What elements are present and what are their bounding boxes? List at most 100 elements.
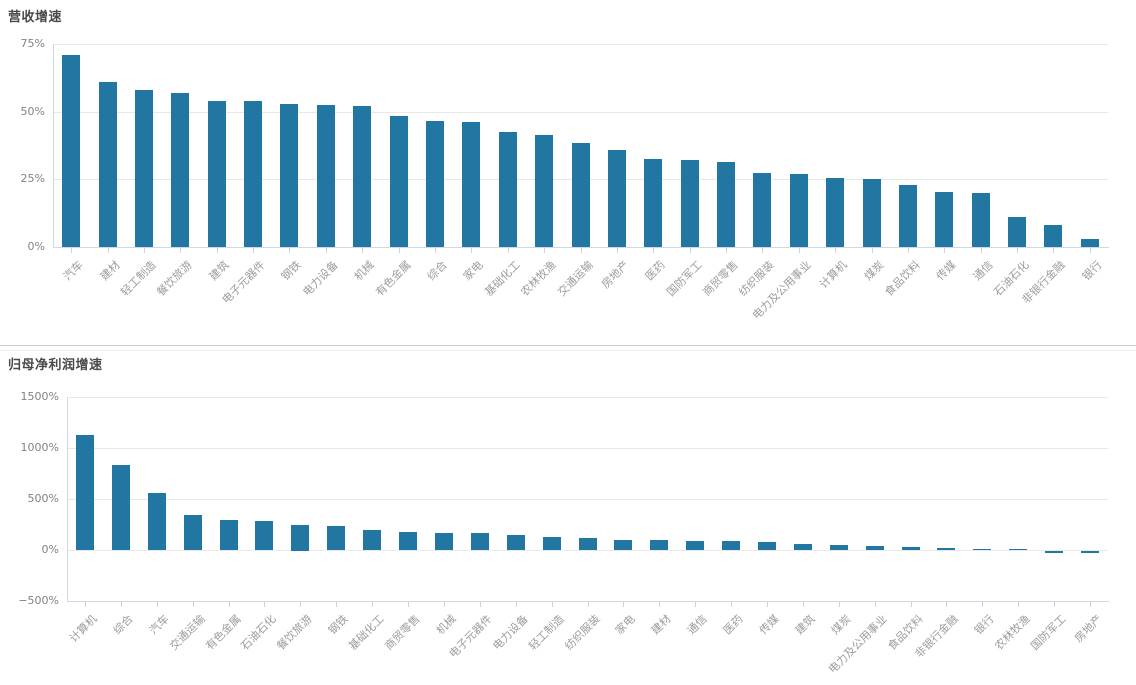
bar[interactable] — [863, 179, 881, 247]
bar[interactable] — [535, 135, 553, 247]
bar[interactable] — [317, 105, 335, 247]
bar[interactable] — [327, 526, 345, 550]
bar[interactable] — [614, 540, 632, 550]
section-divider — [0, 345, 1136, 346]
category-label: 房地产 — [598, 258, 632, 291]
bar[interactable] — [794, 544, 812, 550]
bar[interactable] — [866, 546, 884, 550]
x-axis-tick — [552, 602, 553, 607]
x-axis-tick — [253, 248, 254, 253]
bar[interactable] — [171, 93, 189, 247]
bar[interactable] — [758, 542, 776, 550]
bar[interactable] — [1008, 217, 1026, 247]
bar[interactable] — [790, 174, 808, 247]
bar[interactable] — [579, 538, 597, 550]
bar[interactable] — [462, 122, 480, 247]
bar[interactable] — [543, 537, 561, 550]
bar[interactable] — [148, 493, 166, 550]
bar[interactable] — [935, 192, 953, 247]
category-label: 银行 — [1079, 258, 1105, 284]
bar[interactable] — [608, 150, 626, 247]
x-axis-tick — [872, 248, 873, 253]
bar[interactable] — [76, 435, 94, 550]
bar[interactable] — [644, 159, 662, 247]
x-axis-tick — [157, 602, 158, 607]
bar[interactable] — [722, 541, 740, 550]
bar[interactable] — [280, 104, 298, 247]
category-label: 有色金属 — [372, 258, 414, 299]
x-axis-line — [53, 247, 1109, 248]
bar[interactable] — [390, 116, 408, 247]
y-axis-tick-label: 500% — [27, 492, 59, 505]
bar[interactable] — [973, 549, 991, 550]
category-label: 石油石化 — [238, 612, 280, 653]
bar[interactable] — [135, 90, 153, 247]
x-axis-tick — [908, 248, 909, 253]
x-axis-tick — [300, 602, 301, 607]
x-axis-tick — [982, 602, 983, 607]
bar[interactable] — [681, 160, 699, 247]
bar[interactable] — [972, 193, 990, 247]
x-axis-tick — [444, 602, 445, 607]
bar[interactable] — [499, 132, 517, 247]
bar[interactable] — [902, 547, 920, 550]
bar[interactable] — [244, 101, 262, 247]
category-label: 交通运输 — [554, 258, 596, 299]
bar[interactable] — [291, 525, 309, 551]
bar[interactable] — [399, 532, 417, 550]
bar[interactable] — [1044, 225, 1062, 247]
bar[interactable] — [220, 520, 238, 550]
y-axis-tick-label: 0% — [41, 543, 59, 556]
bar[interactable] — [826, 178, 844, 247]
net-profit-growth-chart: 归母净利润增速 −500% 0% 500% 1000% 1500% 计算机 综合 汽车 交通运输… — [0, 345, 1136, 685]
bar[interactable] — [426, 121, 444, 247]
category-label: 商贸零售 — [382, 612, 423, 653]
bar[interactable] — [208, 101, 226, 247]
bar[interactable] — [62, 55, 80, 247]
x-axis-tick — [508, 248, 509, 253]
x-axis-tick — [981, 248, 982, 253]
bar[interactable] — [717, 162, 735, 247]
category-label: 基础化工 — [482, 258, 523, 299]
category-label: 商贸零售 — [700, 258, 741, 299]
bar[interactable] — [830, 545, 848, 550]
x-axis-tick — [690, 248, 691, 253]
x-axis-tick — [588, 602, 589, 607]
bar[interactable] — [1045, 551, 1063, 553]
bar[interactable] — [1081, 551, 1099, 553]
bar[interactable] — [353, 106, 371, 247]
bar[interactable] — [471, 533, 489, 550]
bar[interactable] — [363, 530, 381, 550]
x-axis-tick — [726, 248, 727, 253]
bar[interactable] — [99, 82, 117, 247]
category-label: 医药 — [720, 612, 746, 638]
bar[interactable] — [507, 535, 525, 550]
category-label: 轻工制造 — [118, 258, 159, 299]
x-axis-tick — [803, 602, 804, 607]
category-label: 机械 — [433, 612, 459, 638]
bar[interactable] — [184, 515, 202, 550]
y-axis-tick-label: 25% — [20, 172, 45, 185]
bar[interactable] — [572, 143, 590, 247]
bar[interactable] — [1009, 549, 1027, 550]
category-label: 交通运输 — [166, 612, 208, 653]
category-label: 通信 — [685, 612, 710, 638]
y-axis-tick-label: 1000% — [20, 441, 59, 454]
category-label: 建材 — [649, 612, 674, 638]
bar[interactable] — [899, 185, 917, 247]
bar[interactable] — [650, 540, 668, 550]
bar[interactable] — [255, 521, 273, 550]
bar[interactable] — [753, 173, 771, 247]
category-label: 餐饮旅游 — [274, 612, 315, 653]
category-label: 农林牧渔 — [992, 612, 1033, 653]
bar[interactable] — [937, 548, 955, 550]
category-label: 建筑 — [206, 258, 232, 284]
category-label: 国防军工 — [1028, 612, 1069, 653]
bar[interactable] — [1081, 239, 1099, 247]
x-axis-tick — [1053, 248, 1054, 253]
bar[interactable] — [686, 541, 704, 550]
bar[interactable] — [435, 533, 453, 550]
x-axis-tick — [944, 248, 945, 253]
x-axis-tick — [767, 602, 768, 607]
bar[interactable] — [112, 465, 130, 550]
